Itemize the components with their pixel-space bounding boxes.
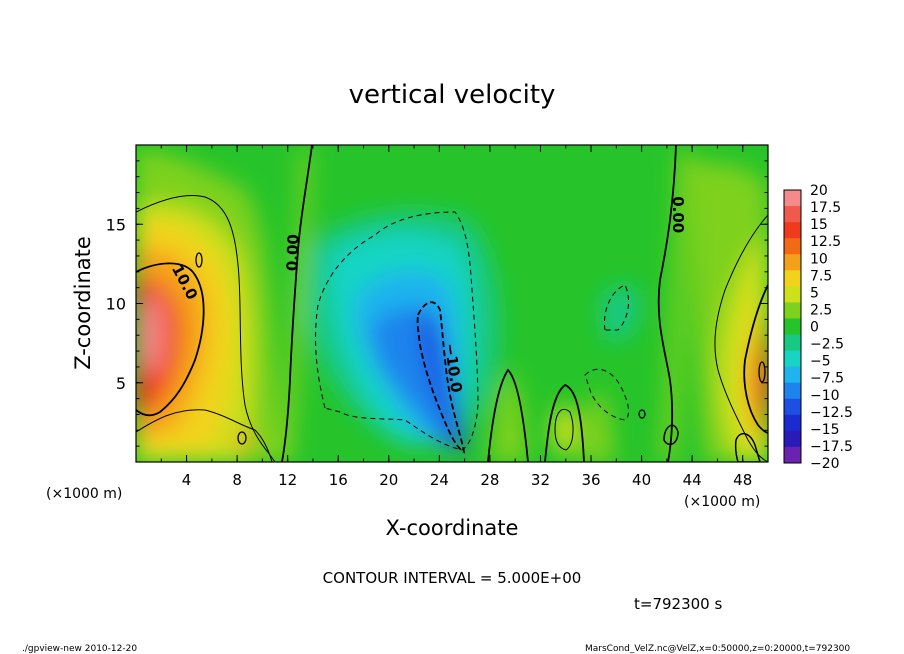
x-tick-label: 28	[480, 471, 499, 489]
contour-neg10-core	[416, 301, 466, 454]
contour-pos5-right	[714, 214, 768, 462]
y-axis: 5 10 15	[106, 144, 768, 463]
x-tick-label: 4	[182, 471, 192, 489]
colorbar-label: −17.5	[810, 439, 853, 455]
contour-lines	[136, 145, 768, 462]
time-label: t=792300 s	[634, 595, 722, 613]
chart-title: vertical velocity	[349, 80, 556, 110]
colorbar-label: −2.5	[810, 337, 844, 353]
colorbar-label: 7.5	[810, 268, 832, 284]
contour-neg5-downdraft	[315, 211, 479, 451]
colorbar-swatch	[784, 398, 801, 416]
contour-zero-small-2	[734, 433, 761, 462]
contour-pos10-left	[136, 262, 205, 417]
contour-label: 0.00	[669, 196, 687, 233]
contour-zero-small-1	[663, 424, 679, 446]
contour-neg5-right	[603, 284, 629, 331]
colorbar-swatch	[784, 206, 801, 223]
colorbar-label: 17.5	[810, 200, 841, 216]
contour-pos5-blob	[554, 408, 574, 451]
contour-zero-x12	[281, 145, 313, 462]
colorbar-swatch	[784, 430, 801, 448]
x-unit-label-left: (×1000 m)	[46, 486, 122, 502]
x-tick-label: 24	[430, 471, 449, 489]
colorbar-label: 12.5	[810, 234, 841, 250]
left-updraft-peak	[140, 295, 164, 375]
colorbar-label: −10	[810, 388, 840, 404]
colorbar-swatch	[784, 302, 801, 319]
y-tick-label: 10	[106, 295, 126, 314]
footer-left: ./gpview-new 2010-12-20	[22, 644, 137, 654]
x-tick-label: 20	[379, 471, 398, 489]
x-tick-label: 36	[581, 471, 600, 489]
blob-x8	[235, 430, 251, 450]
contour-neg5-right-low	[584, 368, 630, 421]
contour-pos5-left-low	[136, 409, 273, 462]
colorbar-swatch	[784, 366, 801, 384]
colorbar-swatch	[784, 190, 801, 207]
col-x36	[580, 390, 615, 462]
contour-pos5-left	[136, 194, 276, 462]
y-tick-label: 15	[106, 215, 126, 234]
x-tick-label: 40	[632, 471, 651, 489]
x-tick-label: 12	[278, 471, 297, 489]
colorbar-label: −20	[810, 456, 840, 472]
contour-zero-x42	[657, 145, 677, 462]
colorbar-label: −5	[810, 354, 831, 370]
colorbar-swatch	[784, 446, 801, 464]
colorbar-label: 5	[810, 285, 819, 301]
y-tick-label: 5	[116, 374, 126, 393]
colorbar-swatch	[784, 254, 801, 271]
colorbar-swatch	[784, 334, 801, 352]
y-axis-label: Z-coordinate	[71, 236, 95, 370]
x-axis-label: X-coordinate	[386, 516, 519, 540]
colorbar-swatch	[784, 270, 801, 287]
x-tick-label: 32	[531, 471, 550, 489]
x-tick-label: 48	[733, 471, 752, 489]
colorbar-swatch	[784, 318, 801, 336]
contour-zero-x34	[544, 383, 585, 462]
x-tick-label: 44	[683, 471, 702, 489]
colorbar-swatch	[784, 414, 801, 432]
colorbar-label: 0	[810, 320, 819, 336]
x-tick-label: 16	[329, 471, 348, 489]
colorbar-label: 15	[810, 217, 828, 233]
col-x42	[660, 150, 690, 462]
contour-small-loop-4	[237, 431, 247, 445]
contour-small-loop-3	[638, 409, 646, 419]
colorbar-swatch	[784, 286, 801, 303]
colorbar-frame	[783, 189, 802, 464]
colorbar-label: −7.5	[810, 371, 844, 387]
colorbar-label: −15	[810, 422, 840, 438]
colorbar-swatch	[784, 382, 801, 400]
left-lower-band	[136, 149, 278, 462]
contour-small-loop-2	[758, 361, 766, 383]
colorbar-swatch	[784, 350, 801, 368]
contour-zero-x30	[487, 368, 529, 462]
downdraft-core	[370, 307, 460, 450]
x-unit-label-right: (×1000 m)	[684, 494, 760, 510]
x-axis: 4 8 12 16 20 24 28 32 36 40 44 48	[135, 145, 769, 489]
contour-interval: CONTOUR INTERVAL = 5.000E+00	[323, 569, 582, 587]
footer-right: MarsCond_VelZ.nc@VelZ,x=0:50000,z=0:2000…	[585, 644, 850, 654]
colorbar-swatch	[784, 238, 801, 255]
contour-small-loop-1	[195, 252, 203, 268]
blob-x34	[552, 405, 578, 455]
colorbar-swatch	[784, 222, 801, 239]
plot-area: 10.00.000.00−10.0	[136, 145, 768, 462]
colorbar-label: 20	[810, 183, 828, 199]
colorbar-label: −12.5	[810, 405, 853, 421]
contour-pos10-right	[743, 284, 768, 434]
x-tick-label: 8	[232, 471, 242, 489]
colorbar-label: 10	[810, 251, 828, 267]
colorbar-label: 2.5	[810, 302, 832, 318]
contour-label: 0.00	[283, 234, 302, 272]
